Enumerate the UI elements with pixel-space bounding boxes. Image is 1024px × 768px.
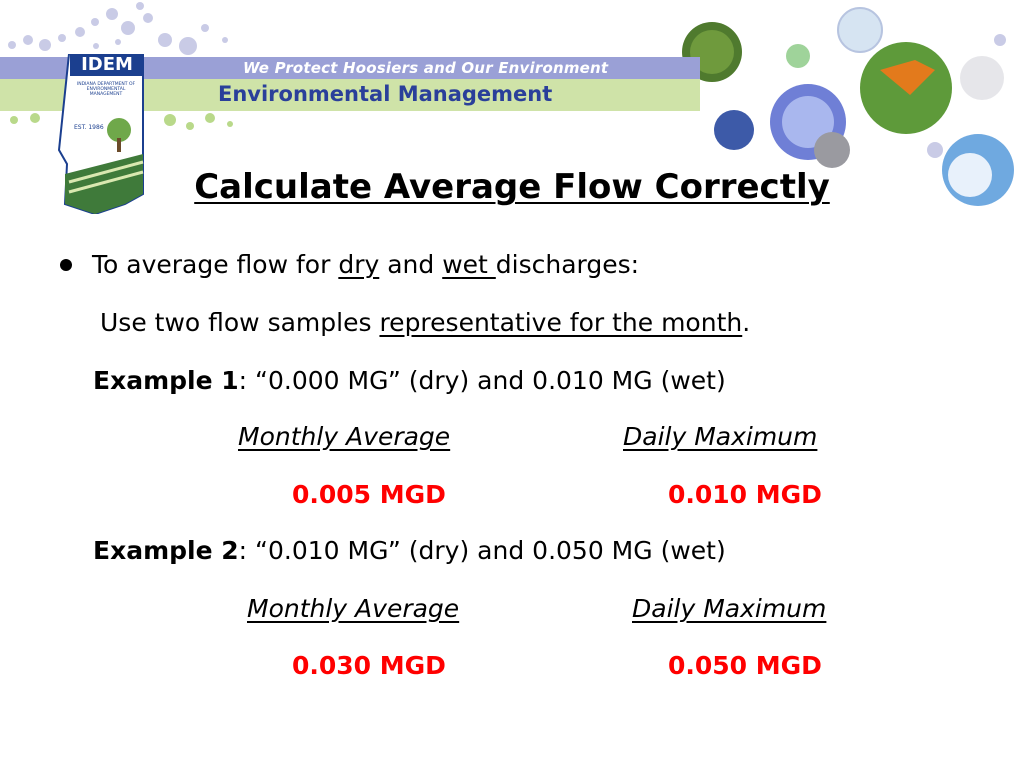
bullet-dry: dry bbox=[338, 250, 380, 279]
idem-logo-text: IDEM bbox=[70, 54, 144, 76]
slide-title: Calculate Average Flow Correctly bbox=[0, 167, 1024, 207]
example-1-daily-label: Daily Maximum bbox=[623, 422, 818, 451]
example-2-label: Example 2 bbox=[93, 536, 239, 565]
example-2-daily-value: 0.050 MGD bbox=[668, 651, 822, 680]
bullet-prefix: To average flow for bbox=[92, 250, 339, 279]
example-1-monthly-label: Monthly Average bbox=[238, 422, 451, 451]
example-1-monthly-value: 0.005 MGD bbox=[292, 480, 446, 509]
tagline-text: We Protect Hoosiers and Our Environment bbox=[243, 59, 609, 77]
instruction-suffix: . bbox=[742, 308, 751, 337]
example-1-text: : “0.000 MG” (dry) and 0.010 MG (wet) bbox=[238, 366, 726, 395]
example-2-monthly-label: Monthly Average bbox=[247, 594, 460, 623]
slide-title-text: Calculate Average Flow Correctly bbox=[194, 167, 830, 207]
example-2-line: Example 2: “0.010 MG” (dry) and 0.050 MG… bbox=[93, 536, 726, 565]
bullet-and: and bbox=[379, 250, 443, 279]
logo-subtext: INDIANA DEPARTMENT OF ENVIRONMENTAL MANA… bbox=[76, 82, 136, 97]
bullet-suffix: discharges: bbox=[495, 250, 640, 279]
example-2-daily-label: Daily Maximum bbox=[632, 594, 827, 623]
instruction-line: Use two flow samples representative for … bbox=[100, 308, 750, 337]
example-2-text: : “0.010 MG” (dry) and 0.050 MG (wet) bbox=[238, 536, 726, 565]
example-1-daily-value: 0.010 MGD bbox=[668, 480, 822, 509]
header-banner: We Protect Hoosiers and Our Environment … bbox=[0, 0, 1024, 215]
example-1-label: Example 1 bbox=[93, 366, 239, 395]
bullet-icon bbox=[60, 259, 72, 271]
example-2-monthly-value: 0.030 MGD bbox=[292, 651, 446, 680]
tagline-band bbox=[0, 57, 700, 79]
instruction-underlined: representative for the month bbox=[379, 308, 743, 337]
instruction-prefix: Use two flow samples bbox=[100, 308, 380, 337]
example-1-line: Example 1: “0.000 MG” (dry) and 0.010 MG… bbox=[93, 366, 726, 395]
logo-established: EST. 1986 bbox=[74, 124, 104, 131]
department-name: Environmental Management bbox=[218, 82, 553, 106]
bullet-line: To average flow for dry and wet discharg… bbox=[92, 250, 639, 279]
bullet-wet: wet bbox=[442, 250, 496, 279]
indiana-state-logo bbox=[57, 54, 144, 214]
